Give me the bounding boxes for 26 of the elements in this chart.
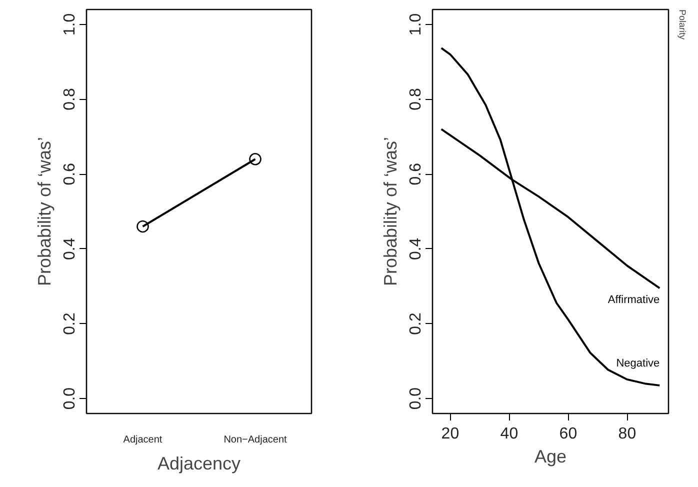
y-tick-label: 1.0 [62,13,78,36]
x-axis-title: Adjacency [157,454,241,474]
line-series [440,47,661,386]
text: Polarity [678,10,688,40]
y-tick-label: 1.0 [408,13,424,36]
y-tick-label: 0.8 [408,88,424,110]
x-tick-label: 60 [559,426,578,442]
x-tick-label: 40 [500,426,518,442]
x-tick-label: 20 [441,426,460,442]
series-label: Affirmative [608,294,660,306]
x-tick-label: 80 [618,426,636,442]
y-tick-label: 0.6 [408,162,424,186]
series-label: Negative [616,357,660,370]
y-tick-label: 0.2 [62,312,78,335]
y-axis-title: Probability of ‘was’ [380,136,400,286]
y-axis-title: Probability of ‘was’ [34,136,54,286]
y-tick-label: 0.2 [408,312,424,335]
y-tick-label: 0.0 [408,387,424,410]
x-tick-label: Adjacent [123,434,162,446]
x-axis-title: Age [534,446,567,466]
y-tick-label: 0.6 [62,162,78,186]
y-tick-label: 0.8 [62,88,78,110]
y-tick-label: 0.0 [62,387,78,410]
y-tick-label: 0.4 [62,238,78,260]
x-tick-label: Non−Adjacent [224,434,288,446]
y-tick-label: 0.4 [408,238,424,260]
